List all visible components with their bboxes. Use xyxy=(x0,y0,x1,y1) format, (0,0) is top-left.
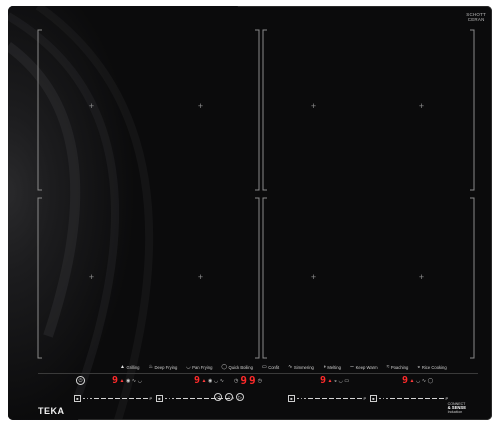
timer-plus-button[interactable]: ▷ xyxy=(236,393,244,401)
timer-buttons: ◁ ○ ▷ xyxy=(214,393,244,401)
zone-4-power-slider[interactable]: ■ P xyxy=(370,394,448,403)
deep-frying-icon: ♨ xyxy=(148,364,153,370)
zone-3-power-slider[interactable]: ■ P xyxy=(288,394,366,403)
zone-select-icon[interactable]: ■ xyxy=(370,395,377,402)
rice-cooking-icon: ◒ xyxy=(333,378,338,384)
cooking-modes-bar: ▲ Grilling ♨ Deep Frying ◡ Pan Frying ◯ Quic… xyxy=(120,362,480,372)
confit-icon: ▭ xyxy=(344,378,350,384)
keep-warm-icon: ∽ xyxy=(349,364,355,370)
melting-icon: ◑ xyxy=(322,364,326,370)
mode-grilling[interactable]: ▲ Grilling xyxy=(120,364,140,370)
teka-logo: TEKA xyxy=(38,406,65,416)
timer-display[interactable]: ◷ 9 9 ◷ xyxy=(234,374,262,387)
pan-frying-icon: ◡ xyxy=(137,378,142,384)
confit-icon: ▭ xyxy=(261,364,267,370)
zone-3-display[interactable]: 9 ▲ ◒ ◡ ▭ xyxy=(320,376,349,386)
zone-4-display[interactable]: 9 ▲ ◡ ∿ ◯ xyxy=(402,376,433,386)
control-panel: ⏻ 9 ▲ ◉ ∿ ◡ 9 ▲ ◉ ◡ ∿ ◷ 9 9 ◷ 9 ▲ ◒ ◡ ▭ xyxy=(38,374,478,398)
zone-1-power-slider[interactable]: ■ P xyxy=(74,394,152,403)
timer-select-button[interactable]: ○ xyxy=(225,393,233,401)
pan-frying-icon: ◡ xyxy=(338,378,343,384)
boost-label[interactable]: P xyxy=(363,396,367,401)
cooking-zone-markings xyxy=(37,29,475,359)
grilling-icon: ▲ xyxy=(119,378,125,384)
zone-1-display[interactable]: 9 ▲ ◉ ∿ ◡ xyxy=(112,376,142,386)
mode-pan-frying[interactable]: ◡ Pan Frying xyxy=(186,364,213,370)
zone-center-mark: + xyxy=(197,101,204,111)
zone-center-mark: + xyxy=(197,272,204,282)
deep-frying-icon: ◉ xyxy=(125,378,131,384)
mode-simmering[interactable]: ∿ Simmering xyxy=(288,364,314,370)
zone-2-level: 9 xyxy=(194,375,201,386)
zone-center-mark: + xyxy=(418,272,425,282)
grilling-icon: ▲ xyxy=(201,378,207,384)
simmering-icon: ∿ xyxy=(131,378,137,384)
boost-label[interactable]: P xyxy=(149,396,153,401)
timer-digit-2: 9 xyxy=(249,374,256,387)
rice-cooking-icon: ◒ xyxy=(417,364,421,370)
quick-boiling-icon: ◯ xyxy=(221,364,228,370)
simmering-icon: ∿ xyxy=(219,378,224,384)
zone-4-level: 9 xyxy=(402,375,409,386)
timer-digit-1: 9 xyxy=(240,374,247,387)
pan-frying-icon: ◡ xyxy=(186,364,191,370)
pan-frying-icon: ◡ xyxy=(213,378,219,384)
zone-center-mark: + xyxy=(88,272,95,282)
zone-select-icon[interactable]: ■ xyxy=(288,395,295,402)
zone-3-level: 9 xyxy=(320,375,327,386)
zone-center-mark: + xyxy=(418,101,425,111)
power-sliders: ■ P ■ P ■ P ■ P xyxy=(38,394,478,403)
pan-frying-icon: ◡ xyxy=(415,378,421,384)
boost-label[interactable]: P xyxy=(231,396,235,401)
zone-select-icon[interactable]: ■ xyxy=(74,395,81,402)
control-divider xyxy=(38,373,478,374)
mode-confit[interactable]: ▭ Confit xyxy=(261,364,280,370)
poaching-icon: ≈ xyxy=(386,364,390,370)
mode-poaching[interactable]: ≈ Poaching xyxy=(386,364,409,370)
power-button[interactable]: ⏻ xyxy=(76,376,85,385)
boost-label[interactable]: P xyxy=(445,396,449,401)
timer-minus-button[interactable]: ◁ xyxy=(214,393,222,401)
zone-center-mark: + xyxy=(310,272,317,282)
mode-deep-frying[interactable]: ♨ Deep Frying xyxy=(148,364,178,370)
simmering-icon: ∿ xyxy=(288,364,293,370)
zone-select-icon[interactable]: ■ xyxy=(156,395,163,402)
mode-rice-cooking[interactable]: ◒ Rice Cooking xyxy=(417,364,447,370)
timer-icon: ◷ xyxy=(257,378,262,384)
connect-sense-badge: CONNECT & SENSE Induction xyxy=(447,402,466,415)
induction-hob-panel: SCHOTT CERAN + + + + + + + + ▲ Grilling ♨… xyxy=(8,6,492,420)
zone-center-mark: + xyxy=(310,101,317,111)
grilling-icon: ▲ xyxy=(409,378,415,384)
schott-ceran-logo: SCHOTT CERAN xyxy=(466,12,486,22)
mode-quick-boiling[interactable]: ◯ Quick Boiling xyxy=(221,364,253,370)
deep-frying-icon: ◉ xyxy=(207,378,213,384)
timer-icon: ◷ xyxy=(234,378,239,384)
zone-1-level: 9 xyxy=(112,375,119,386)
zone-2-display[interactable]: 9 ▲ ◉ ◡ ∿ xyxy=(194,376,224,386)
grilling-icon: ▲ xyxy=(327,378,333,384)
simmering-icon: ∿ xyxy=(421,378,427,384)
grilling-icon: ▲ xyxy=(120,364,125,370)
mode-keep-warm[interactable]: ∽ Keep Warm xyxy=(349,364,378,370)
mode-melting[interactable]: ◑ Melting xyxy=(322,364,341,370)
zone-center-mark: + xyxy=(88,101,95,111)
quick-boiling-icon: ◯ xyxy=(427,378,434,384)
